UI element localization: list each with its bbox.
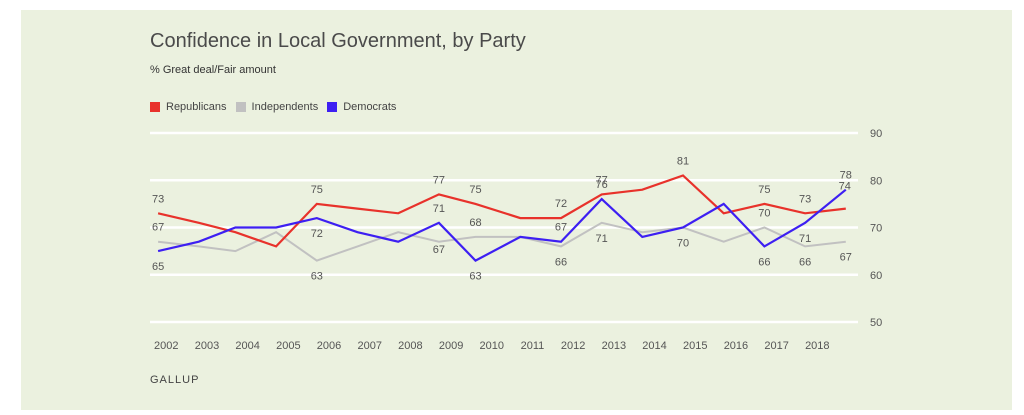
x-tick-label: 2002: [154, 340, 178, 352]
y-tick-label: 80: [870, 175, 882, 187]
x-tick-label: 2004: [235, 340, 259, 352]
x-tick-label: 2007: [357, 340, 381, 352]
data-label-republicans: 75: [469, 184, 481, 196]
data-label-republicans: 72: [555, 198, 567, 210]
data-label-independents: 71: [596, 233, 608, 245]
x-tick-label: 2008: [398, 340, 422, 352]
data-label-republicans: 73: [799, 193, 811, 205]
data-label-democrats: 72: [311, 228, 323, 240]
x-tick-label: 2003: [195, 340, 219, 352]
y-tick-label: 50: [870, 317, 882, 329]
legend-label-democrats: Democrats: [343, 101, 397, 113]
x-tick-label: 2005: [276, 340, 300, 352]
data-label-republicans: 75: [758, 184, 770, 196]
chart-panel: [21, 10, 1012, 410]
data-label-republicans: 77: [433, 174, 445, 186]
data-label-independents: 70: [677, 238, 689, 250]
data-label-independents: 67: [152, 222, 164, 234]
y-tick-label: 90: [870, 128, 882, 140]
data-labels: 73 75 77 75 72 77 81 75 73 74 67 63 68 66 71 70 70 66 67 65…: [152, 156, 852, 283]
data-label-democrats: 67: [555, 222, 567, 234]
x-tick-label: 2015: [683, 340, 707, 352]
data-label-democrats: 78: [840, 170, 852, 182]
legend-label-independents: Independents: [251, 101, 319, 113]
data-label-democrats: 71: [799, 233, 811, 245]
legend-swatch-republicans: [150, 102, 160, 112]
data-label-republicans: 74: [839, 181, 851, 193]
data-label-democrats: 65: [152, 261, 164, 273]
x-tick-label: 2016: [724, 340, 748, 352]
legend-item-independents: Independents: [235, 101, 319, 113]
data-label-republicans: 73: [152, 193, 164, 205]
data-label-democrats: 63: [469, 271, 481, 283]
data-label-independents: 66: [555, 256, 567, 268]
data-label-independents: 67: [840, 252, 852, 264]
data-label-democrats: 71: [433, 203, 445, 215]
legend-swatch-democrats: [327, 102, 338, 112]
chart-title: Confidence in Local Government, by Party: [150, 30, 526, 52]
chart-subtitle: % Great deal/Fair amount: [150, 64, 276, 76]
series-line-independents: [157, 221, 846, 262]
legend-swatch-independents: [235, 102, 246, 112]
source-label: GALLUP: [150, 374, 200, 386]
x-tick-label: 2009: [439, 340, 463, 352]
legend-label-republicans: Republicans: [166, 101, 227, 113]
axis-labels: 50 60 70 80 90 2002 2003 2004 2005 2006 2007 2008 20…: [154, 128, 882, 352]
series-line-democrats: [157, 188, 847, 262]
data-label-republicans: 77: [596, 174, 608, 186]
x-tick-label: 2010: [480, 340, 504, 352]
data-label-independents: 68: [469, 217, 481, 229]
y-tick-label: 70: [870, 223, 882, 235]
x-tick-label: 2012: [561, 340, 585, 352]
data-label-independents: 63: [311, 271, 323, 283]
x-tick-label: 2013: [602, 340, 626, 352]
y-tick-label: 60: [870, 270, 882, 282]
legend-item-democrats: Democrats: [327, 101, 396, 113]
series-lines: [157, 174, 847, 262]
x-tick-label: 2006: [317, 340, 341, 352]
data-label-republicans: 81: [677, 156, 689, 168]
gridlines: [150, 131, 858, 324]
data-label-independents: 70: [758, 208, 770, 220]
x-tick-label: 2014: [642, 340, 666, 352]
data-label-independents: 66: [799, 256, 811, 268]
data-label-democrats: 67: [433, 244, 445, 256]
data-label-democrats: 76: [596, 179, 608, 191]
legend: Republicans Independents Democrats: [150, 101, 405, 113]
data-label-republicans: 75: [311, 184, 323, 196]
x-tick-label: 2018: [805, 340, 829, 352]
x-tick-label: 2011: [521, 340, 545, 352]
x-tick-label: 2017: [764, 340, 788, 352]
data-label-democrats: 66: [758, 256, 770, 268]
legend-item-republicans: Republicans: [150, 101, 227, 113]
